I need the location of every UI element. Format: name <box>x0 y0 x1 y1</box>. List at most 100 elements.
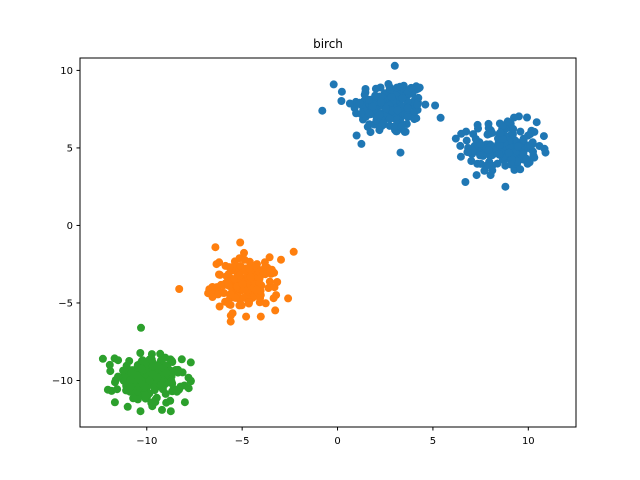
plot-frame <box>79 57 577 428</box>
data-point <box>371 84 380 93</box>
data-point <box>514 142 523 151</box>
data-point-outlier <box>226 317 235 326</box>
x-tick-label: −10 <box>136 436 157 447</box>
data-point <box>480 166 489 175</box>
data-point <box>145 376 154 385</box>
data-point <box>509 124 518 133</box>
data-point <box>265 277 274 286</box>
data-point <box>456 152 465 161</box>
data-point <box>472 171 481 180</box>
data-point <box>122 386 131 395</box>
data-point <box>522 154 531 163</box>
data-point <box>414 84 423 93</box>
y-tick-label: −10 <box>52 376 73 387</box>
data-point <box>240 248 248 257</box>
data-point <box>539 132 548 141</box>
data-point <box>355 98 364 107</box>
data-point <box>503 117 512 126</box>
x-tick-label: 0 <box>334 436 340 447</box>
data-point <box>244 264 253 273</box>
data-point-outlier <box>396 148 405 157</box>
data-point <box>114 372 122 381</box>
data-point-outlier <box>98 354 107 363</box>
data-point <box>436 113 445 122</box>
data-point <box>129 394 138 403</box>
data-point <box>535 142 544 150</box>
data-point-outlier <box>289 247 298 256</box>
data-point <box>337 97 346 105</box>
data-point <box>137 364 146 373</box>
data-point <box>385 82 394 91</box>
data-point <box>162 398 171 407</box>
data-point <box>226 300 235 309</box>
data-point <box>255 294 264 302</box>
data-point-outlier <box>236 238 245 247</box>
data-point <box>494 149 503 158</box>
data-point <box>150 386 159 395</box>
data-point <box>141 391 150 400</box>
data-point <box>270 268 279 277</box>
data-point <box>177 355 186 364</box>
data-point <box>484 119 493 128</box>
data-point <box>284 294 293 303</box>
data-point-outlier <box>158 405 166 414</box>
x-axis: −10 −5 0 5 10 <box>136 427 535 447</box>
data-point <box>496 128 505 137</box>
data-point <box>382 104 390 113</box>
data-point <box>486 171 495 180</box>
data-point <box>413 100 422 109</box>
data-point <box>125 357 134 365</box>
data-point <box>252 285 261 294</box>
x-tick-label: −5 <box>235 436 250 447</box>
data-point <box>277 255 285 264</box>
data-point <box>393 106 402 115</box>
data-point <box>166 407 175 416</box>
data-point <box>127 369 136 378</box>
data-point <box>212 260 221 269</box>
data-point <box>421 100 430 109</box>
data-point <box>510 113 518 122</box>
data-point <box>385 114 394 123</box>
data-point <box>103 385 112 394</box>
data-point <box>377 98 385 107</box>
data-point <box>238 279 247 288</box>
data-point <box>507 160 515 169</box>
data-point <box>224 270 233 278</box>
data-point <box>345 99 354 108</box>
data-point-outlier <box>501 182 510 191</box>
data-point <box>368 102 377 111</box>
data-point <box>456 141 465 150</box>
data-point <box>484 146 493 154</box>
data-point <box>337 87 346 96</box>
data-point <box>242 312 251 321</box>
x-tick-label: 5 <box>430 436 436 447</box>
data-point <box>398 94 407 103</box>
data-point-outlier <box>184 384 193 393</box>
data-point <box>154 363 163 372</box>
data-point <box>526 130 535 138</box>
data-point <box>471 135 480 143</box>
data-point <box>264 284 273 292</box>
data-point <box>110 398 119 407</box>
y-axis: −10 −5 0 5 10 <box>52 66 80 387</box>
data-point <box>516 127 525 136</box>
data-point <box>225 263 234 272</box>
data-point <box>273 278 282 286</box>
data-point <box>149 362 157 371</box>
data-point <box>404 113 412 121</box>
data-point <box>134 374 143 383</box>
data-point <box>152 393 161 402</box>
data-point <box>162 369 171 377</box>
data-point <box>364 95 373 104</box>
data-point <box>219 289 228 297</box>
data-point <box>245 298 253 306</box>
y-tick-label: 0 <box>67 221 73 232</box>
data-point <box>138 356 146 365</box>
data-point <box>105 360 114 369</box>
data-point <box>398 122 407 130</box>
data-point <box>504 148 513 157</box>
data-point <box>236 271 244 280</box>
data-point <box>148 402 157 411</box>
data-point <box>146 355 155 364</box>
